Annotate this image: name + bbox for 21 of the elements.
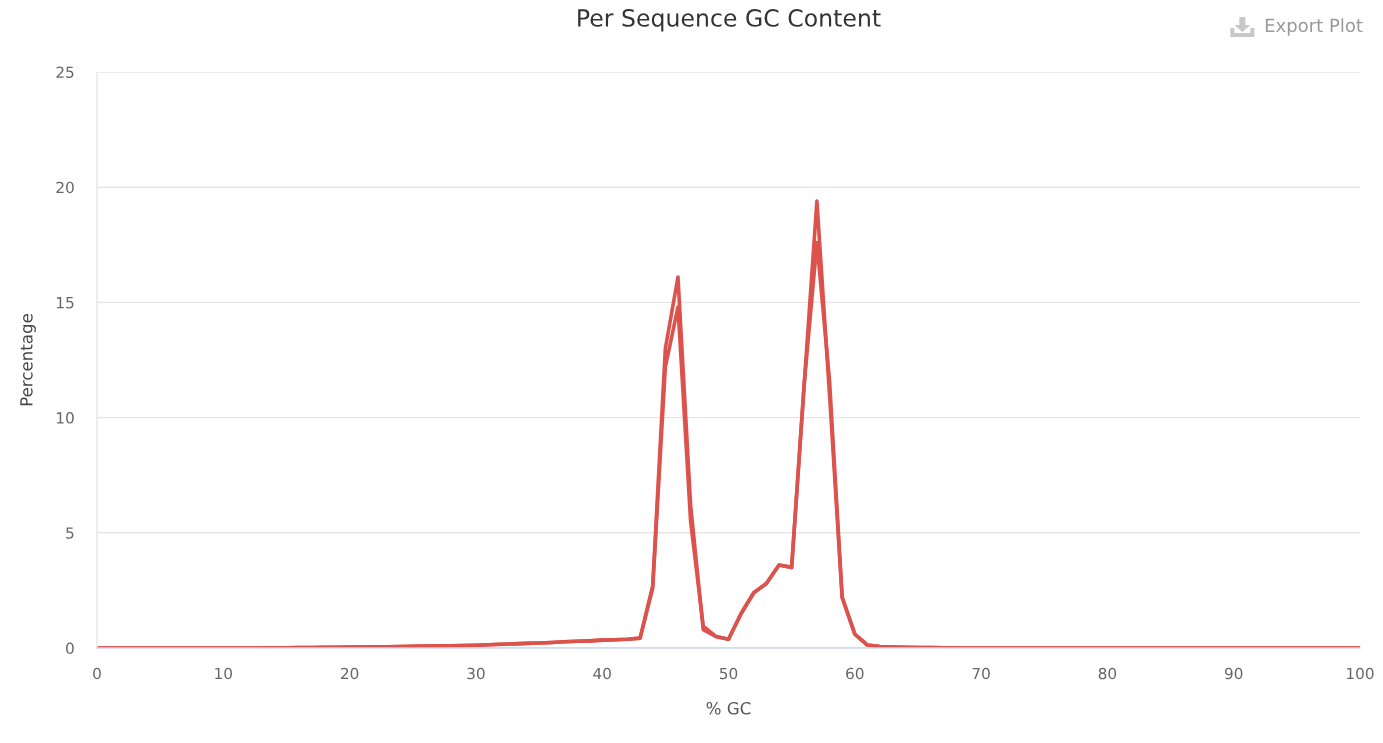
x-tick-label: 0 <box>93 667 101 680</box>
x-tick-label: 90 <box>1224 667 1243 680</box>
y-tick-label: 15 <box>57 297 74 309</box>
y-tick-label: 25 <box>56 66 74 79</box>
x-tick-label: 80 <box>1098 667 1117 680</box>
chart-title: Per Sequence GC Content <box>578 8 881 32</box>
x-tick-label: 10 <box>215 667 233 680</box>
x-tick-label: 70 <box>972 667 990 680</box>
y-tick-label: 20 <box>56 181 74 194</box>
x-tick-label: 50 <box>719 667 738 680</box>
x-axis-title: % GC <box>706 701 751 715</box>
x-tick-label: 60 <box>846 667 864 680</box>
x-tick-label: 100 <box>1347 667 1374 680</box>
x-tick-label: 30 <box>467 667 485 680</box>
text: Export Plot <box>1265 18 1363 36</box>
y-tick-label: 10 <box>57 412 74 424</box>
y-tick-label: 0 <box>66 642 74 655</box>
x-tick-label: 40 <box>593 667 611 680</box>
y-axis-title: Percentage <box>20 314 36 406</box>
x-tick-label: 20 <box>341 667 359 680</box>
y-tick-label: 5 <box>66 527 74 539</box>
